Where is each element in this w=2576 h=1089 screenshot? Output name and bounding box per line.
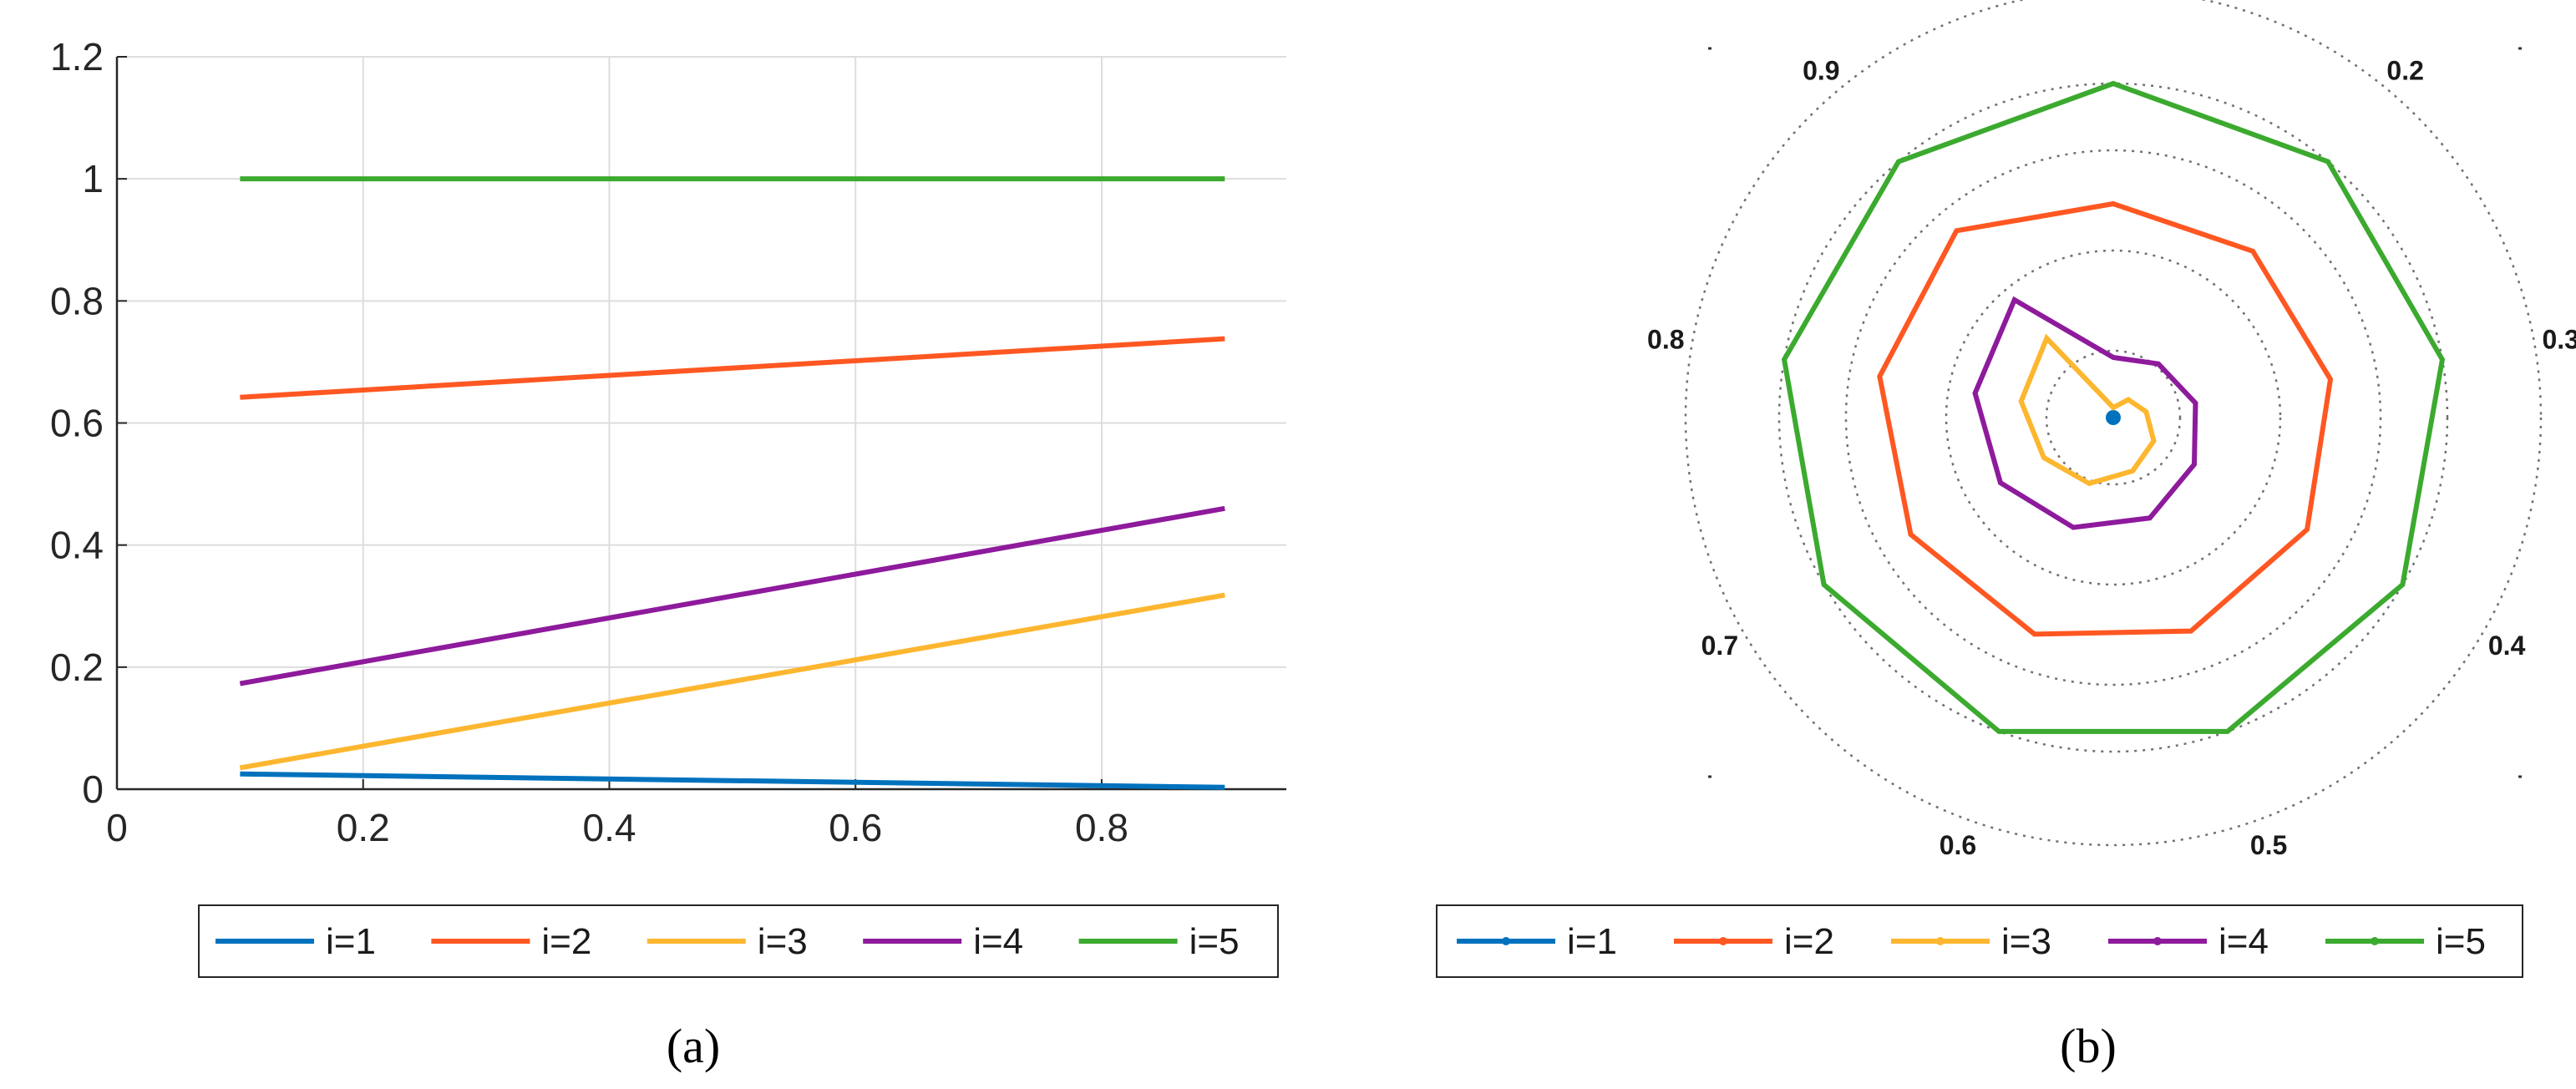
x-tick-label: 0.8 [1075,806,1128,849]
radar-ring [1777,82,2449,753]
legend-marker [2153,937,2162,945]
line-chart-panel: 0 0.2 0.4 0.6 0.8 0 0.2 0.4 0.6 0.8 1 1.2 i=1 i=2 i=3 i… [50,35,1286,978]
radar-ring [1844,149,2382,686]
caption-b: (b) [2060,1019,2117,1073]
y-tick-label: 0 [82,767,104,811]
legend-label: i=4 [973,921,1023,962]
angle-label: 0.8 [1647,325,1684,355]
y-tick-label: 0.6 [50,402,104,445]
series-line-i=4 [239,505,1225,686]
legend-label: i=5 [2436,921,2486,962]
legend-label: i=2 [541,921,591,962]
radar-ring [1945,249,2282,586]
y-tick-label: 0.2 [50,646,104,689]
x-tick-label: 0.6 [829,806,882,849]
angle-label: 0.4 [2488,631,2526,661]
series-polygon-i=5 [1781,80,2446,734]
legend-label: i=1 [1567,921,1617,962]
legend-marker [1502,937,1510,945]
radar-ring [1684,0,2543,847]
series-polygon-i=2 [1877,200,2334,637]
series-polygon-i=4 [1972,296,2198,530]
y-tick-label: 0.8 [50,279,104,322]
legend-label: i=1 [326,921,376,962]
legend-label: i=3 [2001,921,2051,962]
radar-chart-panel: 0.10.20.30.40.50.60.70.80.9i=1i=2i=3i=4i… [1436,0,2576,978]
series-marker-i=1 [2106,410,2121,425]
series-line-i=2 [240,336,1225,400]
legend-marker [1719,937,1727,945]
legend-label: i=4 [2219,921,2269,962]
series-line-i=1 [240,771,1225,790]
x-tick-label: 0 [106,806,128,849]
series-polygon-i=3 [2018,333,2157,487]
angle-label: 0.2 [2386,55,2423,85]
angle-label: 0.3 [2542,325,2576,355]
y-tick-label: 1 [82,157,104,200]
caption-a: (a) [667,1019,720,1073]
x-tick-label: 0.4 [582,806,636,849]
y-tick-label: 0.4 [50,524,104,567]
y-tick-label: 1.2 [50,35,104,79]
legend-marker [1936,937,1945,945]
angle-label: 0.9 [1803,55,1839,85]
angle-label: 0.7 [1701,631,1738,661]
legend-marker [2371,937,2379,945]
legend-label: i=2 [1784,921,1834,962]
legend-label: i=3 [758,921,808,962]
angle-label: 0.5 [2250,830,2287,860]
radar-ring [2045,349,2182,486]
x-tick-label: 0.2 [337,806,390,849]
angle-label: 0.6 [1940,830,1976,860]
series-line-i=3 [239,592,1225,771]
legend-label: i=5 [1189,921,1240,962]
